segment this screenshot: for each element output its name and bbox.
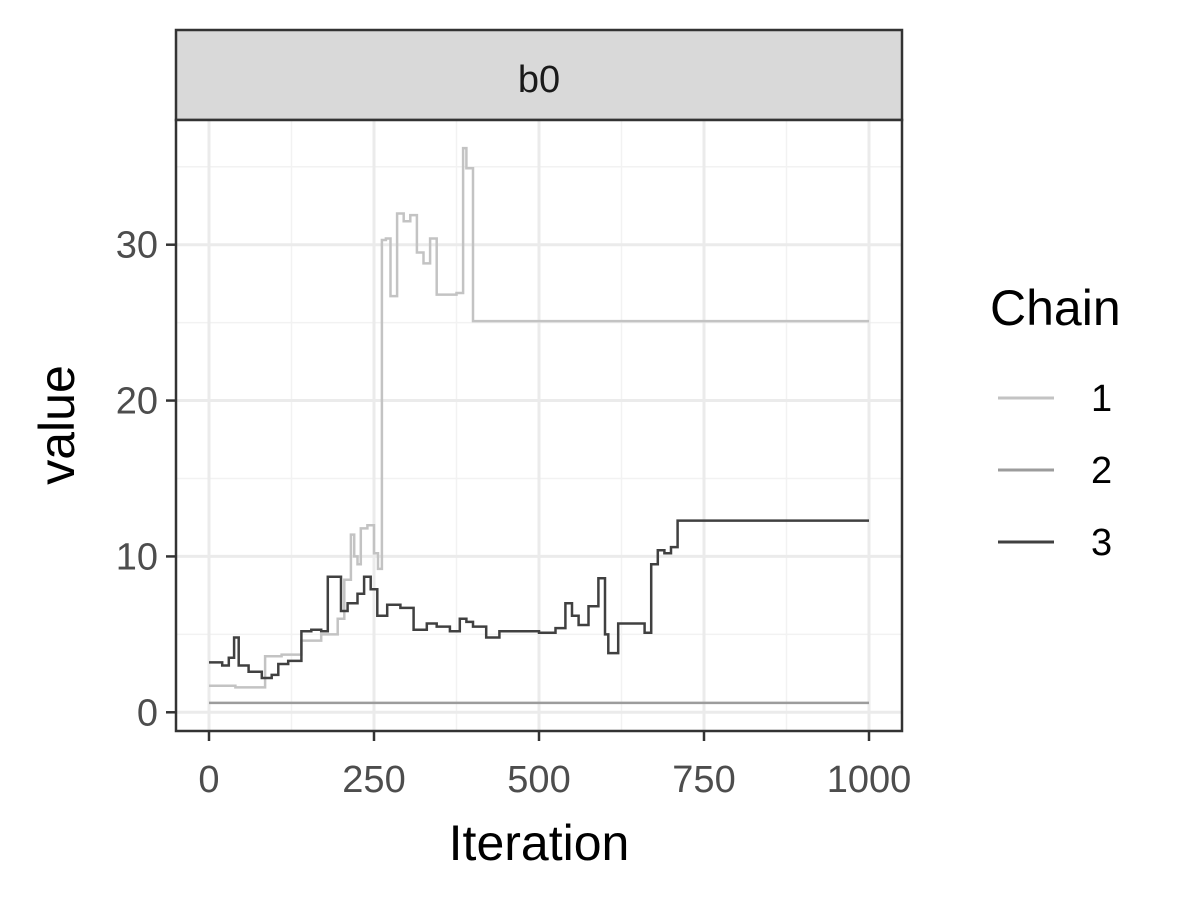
y-tick-label: 30	[116, 225, 158, 267]
facet-label: b0	[518, 59, 560, 101]
legend-label-chain-1: 1	[1091, 378, 1112, 420]
axes: 0 250 500 750 1000 0 10 20 30	[116, 225, 912, 801]
x-tick-label: 0	[198, 759, 219, 801]
x-tick-label: 1000	[827, 759, 912, 801]
y-tick-label: 10	[116, 536, 158, 578]
x-tick-label: 250	[342, 759, 405, 801]
series-lines	[209, 146, 869, 705]
x-axis-title: Iteration	[449, 815, 630, 871]
y-tick-label: 0	[137, 692, 158, 734]
legend-label-chain-2: 2	[1091, 450, 1112, 492]
y-tick-label: 20	[116, 381, 158, 423]
legend: Chain 1 2 3	[990, 280, 1121, 564]
series-line-chain-3	[209, 519, 869, 680]
y-axis-title: value	[29, 365, 85, 485]
facet-strip	[174, 28, 904, 122]
x-tick-label: 500	[507, 759, 570, 801]
x-tick-label: 750	[672, 759, 735, 801]
grid-lines	[176, 120, 902, 731]
legend-label-chain-3: 3	[1091, 522, 1112, 564]
legend-title: Chain	[990, 280, 1121, 336]
series-line-chain-1	[209, 146, 869, 689]
